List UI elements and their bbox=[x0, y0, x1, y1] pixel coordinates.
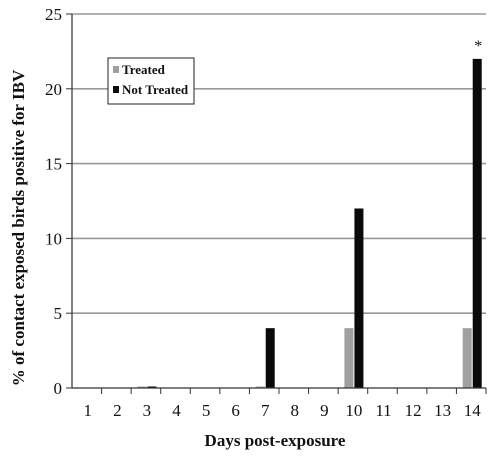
bar-treated-day-14 bbox=[462, 328, 472, 388]
bar-not-treated-day-7 bbox=[265, 328, 275, 388]
x-tick-label: 10 bbox=[345, 401, 362, 420]
bar-not-treated-day-14 bbox=[472, 58, 482, 388]
gridlines bbox=[66, 13, 486, 389]
bars bbox=[137, 58, 482, 388]
legend-label-not-treated: Not Treated bbox=[122, 82, 189, 97]
x-tick-label: 9 bbox=[320, 401, 329, 420]
x-tick-labels: 1 2 3 4 5 6 7 8 9 10 11 12 13 14 bbox=[84, 401, 482, 420]
x-tick-label: 4 bbox=[172, 401, 181, 420]
x-tick-label: 12 bbox=[405, 401, 422, 420]
x-tick-label: 13 bbox=[434, 401, 451, 420]
legend: Treated Not Treated bbox=[107, 57, 195, 105]
y-tick-label: 0 bbox=[54, 379, 63, 398]
legend-box bbox=[107, 57, 195, 105]
x-tick-label: 14 bbox=[464, 401, 482, 420]
y-tick-label: 20 bbox=[45, 80, 62, 99]
legend-swatch-not-treated bbox=[113, 86, 119, 93]
x-tick-label: 2 bbox=[113, 401, 122, 420]
axes bbox=[71, 14, 487, 394]
x-tick-label: 3 bbox=[143, 401, 152, 420]
x-tick-label: 11 bbox=[375, 401, 391, 420]
legend-swatch-treated bbox=[113, 66, 119, 73]
bar-treated-day-7 bbox=[255, 386, 265, 388]
y-axis-title: % of contact exposed birds positive for … bbox=[9, 69, 28, 386]
significance-asterisk: * bbox=[474, 38, 482, 55]
y-tick-label: 10 bbox=[45, 229, 62, 248]
bar-not-treated-day-10 bbox=[354, 208, 364, 388]
y-tick-label: 25 bbox=[45, 5, 62, 24]
bar-treated-day-3 bbox=[137, 386, 147, 388]
x-axis-title: Days post-exposure bbox=[205, 431, 346, 450]
legend-label-treated: Treated bbox=[122, 62, 166, 77]
x-tick-label: 7 bbox=[261, 401, 270, 420]
bar-not-treated-day-3 bbox=[147, 386, 157, 388]
y-tick-label: 5 bbox=[54, 304, 63, 323]
x-tick-label: 8 bbox=[291, 401, 300, 420]
y-tick-label: 15 bbox=[45, 155, 62, 174]
y-tick-labels: 0 5 10 15 20 25 bbox=[45, 5, 62, 398]
x-tick-label: 6 bbox=[231, 401, 240, 420]
annotations: * bbox=[474, 38, 482, 55]
bar-treated-day-10 bbox=[344, 328, 354, 388]
x-tick-label: 5 bbox=[202, 401, 211, 420]
x-tick-label: 1 bbox=[84, 401, 93, 420]
